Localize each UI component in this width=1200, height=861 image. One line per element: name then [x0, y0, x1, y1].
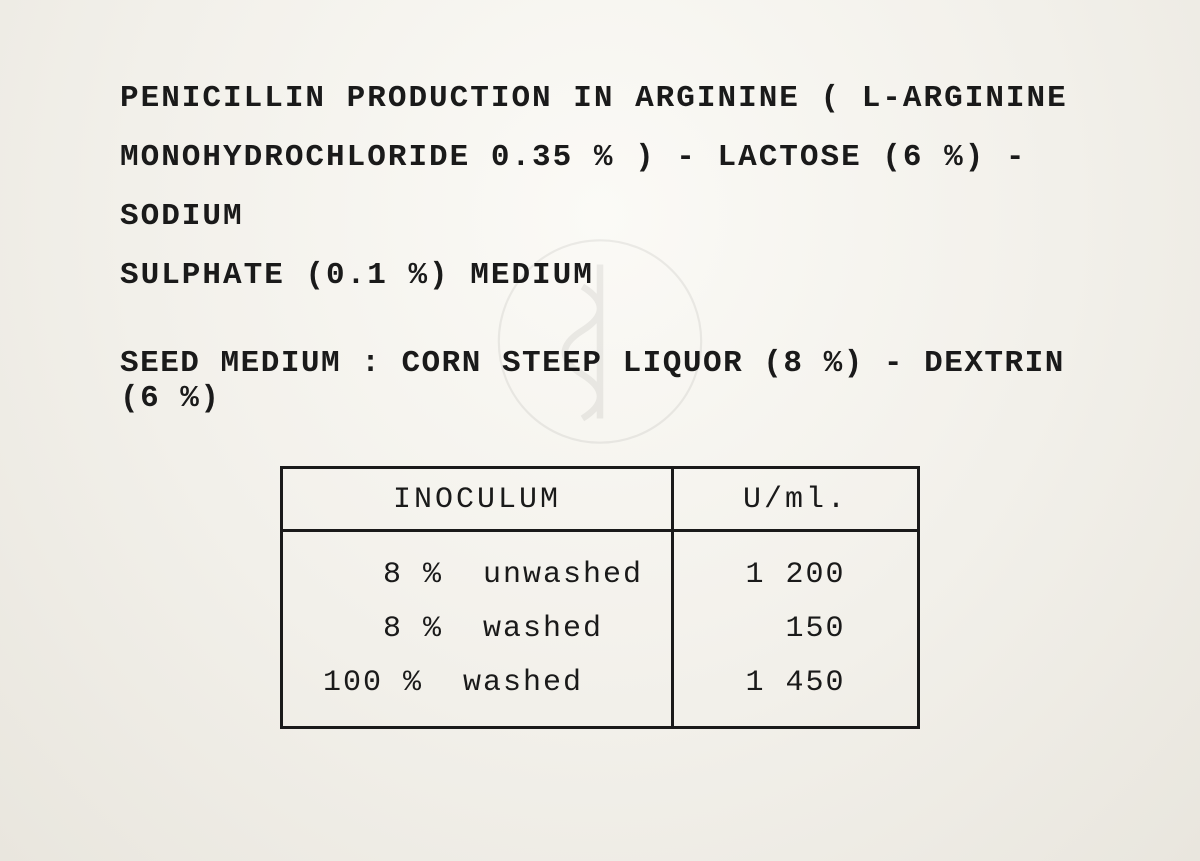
- cell-uml: 1 450: [673, 656, 919, 728]
- cell-inoculum: 8 % unwashed: [282, 530, 673, 602]
- cell-inoculum: 100 % washed: [282, 656, 673, 728]
- cell-uml: 1 200: [673, 530, 919, 602]
- table-row: 8 % unwashed 1 200: [282, 530, 919, 602]
- cell-uml: 150: [673, 602, 919, 656]
- table-row: 8 % washed 150: [282, 602, 919, 656]
- table-row: 100 % washed 1 450: [282, 656, 919, 728]
- header-inoculum: INOCULUM: [282, 467, 673, 530]
- seed-medium-line: SEED MEDIUM : CORN STEEP LIQUOR (8 %) - …: [120, 346, 1110, 416]
- cell-inoculum: 8 % washed: [282, 602, 673, 656]
- title-line-3: SULPHATE (0.1 %) MEDIUM: [120, 247, 1110, 306]
- title-line-2: MONOHYDROCHLORIDE 0.35 % ) - LACTOSE (6 …: [120, 129, 1110, 247]
- title-block: PENICILLIN PRODUCTION IN ARGININE ( l-AR…: [120, 70, 1110, 306]
- results-table: INOCULUM U/ml. 8 % unwashed 1 200 8 % wa…: [280, 466, 920, 729]
- table-header-row: INOCULUM U/ml.: [282, 467, 919, 530]
- header-uml: U/ml.: [673, 467, 919, 530]
- document-page: PENICILLIN PRODUCTION IN ARGININE ( l-AR…: [0, 0, 1200, 861]
- title-line-1: PENICILLIN PRODUCTION IN ARGININE ( l-AR…: [120, 70, 1110, 129]
